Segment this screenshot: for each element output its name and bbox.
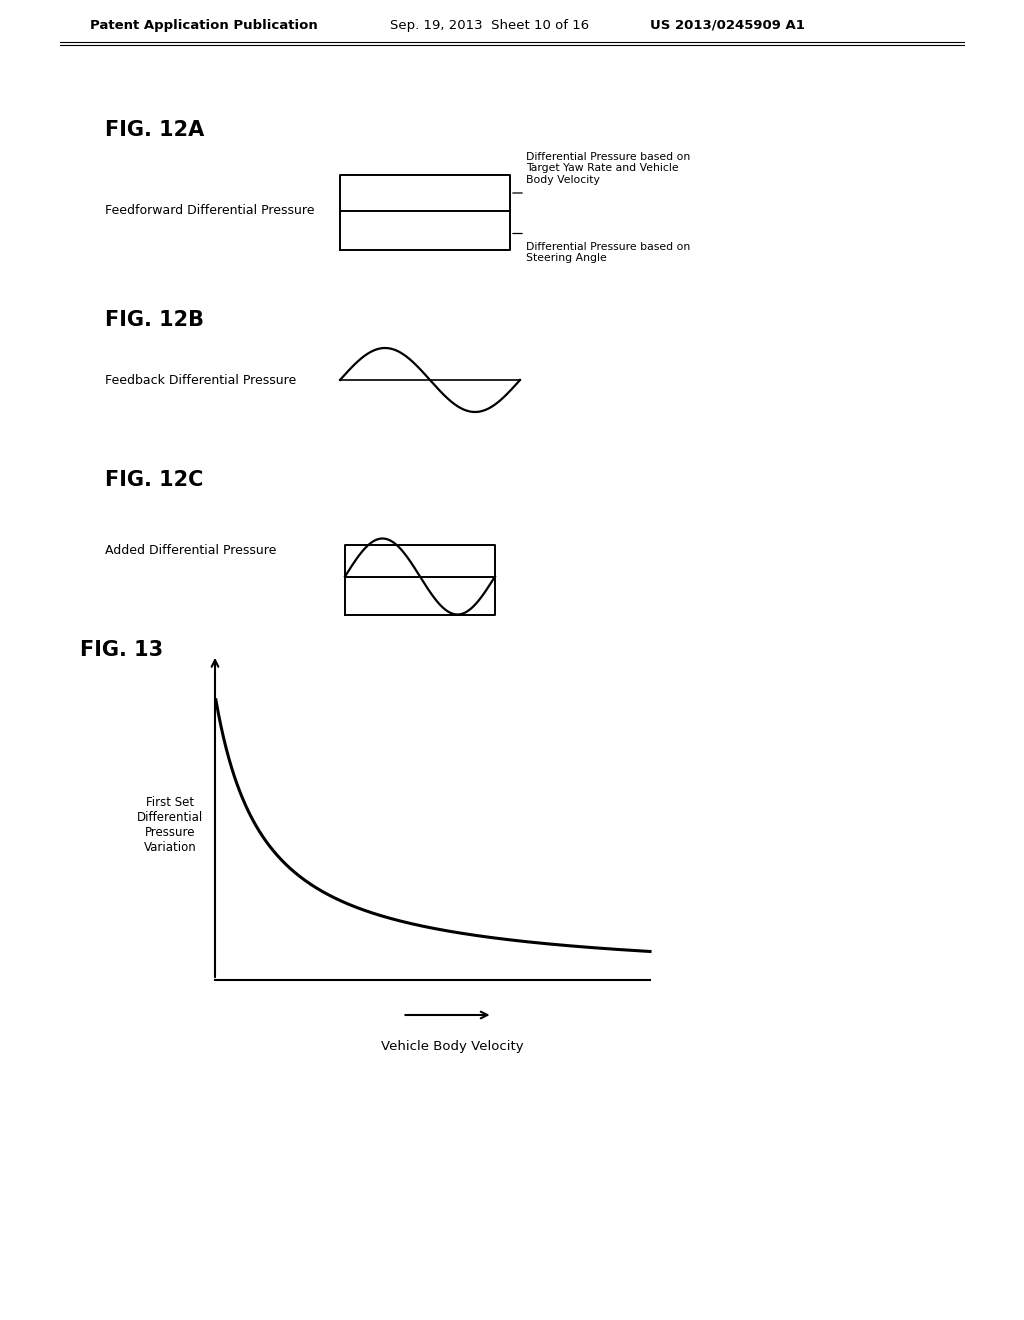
Text: FIG. 12A: FIG. 12A <box>105 120 204 140</box>
Text: Vehicle Body Velocity: Vehicle Body Velocity <box>381 1040 524 1053</box>
Text: Feedback Differential Pressure: Feedback Differential Pressure <box>105 374 296 387</box>
Text: US 2013/0245909 A1: US 2013/0245909 A1 <box>650 18 805 32</box>
Text: FIG. 12C: FIG. 12C <box>105 470 204 490</box>
Text: Differential Pressure based on
Target Yaw Rate and Vehicle
Body Velocity: Differential Pressure based on Target Ya… <box>526 152 690 185</box>
Text: Sep. 19, 2013  Sheet 10 of 16: Sep. 19, 2013 Sheet 10 of 16 <box>390 18 589 32</box>
Text: Differential Pressure based on
Steering Angle: Differential Pressure based on Steering … <box>526 242 690 263</box>
Text: Feedforward Differential Pressure: Feedforward Differential Pressure <box>105 203 314 216</box>
Text: First Set
Differential
Pressure
Variation: First Set Differential Pressure Variatio… <box>137 796 203 854</box>
Text: FIG. 12B: FIG. 12B <box>105 310 204 330</box>
Text: Added Differential Pressure: Added Differential Pressure <box>105 544 276 557</box>
Text: FIG. 13: FIG. 13 <box>80 640 163 660</box>
Text: Patent Application Publication: Patent Application Publication <box>90 18 317 32</box>
